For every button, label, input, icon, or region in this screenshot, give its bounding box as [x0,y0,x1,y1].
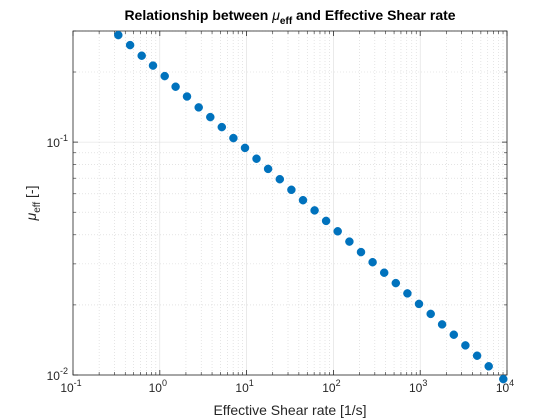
data-point [449,330,459,339]
data-point [310,206,319,215]
data-point [484,362,493,371]
y-tick-base: 10 [47,369,61,383]
x-tick-exp: 2 [336,378,341,388]
data-point [437,320,447,329]
chart-title: Relationship between μeff and Effective … [124,7,455,27]
data-point [137,51,146,60]
ylabel-symbol: μ [23,212,39,221]
x-axis-label: Effective Shear rate [1/s] [213,402,366,418]
data-point [391,278,401,288]
data-point [263,164,273,174]
y-tick-exp: -1 [60,133,68,143]
data-point [125,40,135,50]
x-tick-base: 10 [235,381,249,395]
title-subscript: eff [280,16,293,27]
y-axis-label: μeff [-] [23,186,43,222]
data-point [171,82,180,91]
x-tick-label: 100 [149,378,167,395]
data-point [229,133,238,143]
data-point [160,71,169,81]
minor-grid [73,30,507,375]
x-tick-base: 10 [149,381,163,395]
data-points [114,30,508,384]
title-suffix: and Effective Shear rate [292,7,456,23]
data-point [252,154,261,163]
axes-box [72,30,508,376]
data-point [472,351,482,360]
x-tick-exp: 3 [422,378,427,388]
x-tick-exp: -1 [74,378,82,388]
data-point [298,195,308,205]
x-tick-label: 103 [409,378,427,395]
data-point [240,143,250,153]
x-tick-exp: 4 [509,378,514,388]
x-tick-base: 10 [496,381,510,395]
data-point [426,309,435,319]
y-tick-exp: -2 [60,366,68,376]
x-tick-label: 104 [496,378,514,395]
title-symbol: μ [271,7,280,23]
data-point [356,247,366,257]
data-point [321,216,331,226]
y-tick-label: 10-2 [47,366,68,383]
x-tick-base: 10 [409,381,423,395]
y-tick-base: 10 [47,136,61,150]
plot-area [73,31,507,375]
data-point [461,341,470,350]
data-point [182,92,192,101]
data-point [345,237,354,246]
data-point [217,122,227,132]
ylabel-suffix: [-] [23,186,39,202]
x-tick-base: 10 [60,381,74,395]
x-tick-label: 101 [235,378,253,395]
data-point [379,268,389,277]
data-point [114,30,123,40]
data-point [206,112,215,122]
data-point [499,374,508,384]
x-tick-label: 102 [322,378,340,395]
data-point [368,257,377,267]
title-prefix: Relationship between [124,7,272,23]
x-tick-label: 10-1 [60,378,81,395]
data-point [403,289,412,298]
x-tick-exp: 0 [162,378,167,388]
ylabel-subscript: eff [32,202,43,213]
data-point [414,299,424,309]
data-point [148,61,158,70]
data-point [275,174,285,184]
data-point [333,227,342,236]
x-tick-exp: 1 [249,378,254,388]
x-tick-base: 10 [322,381,336,395]
y-tick-label: 10-1 [47,133,68,150]
data-point [287,185,296,195]
data-point [194,103,203,112]
